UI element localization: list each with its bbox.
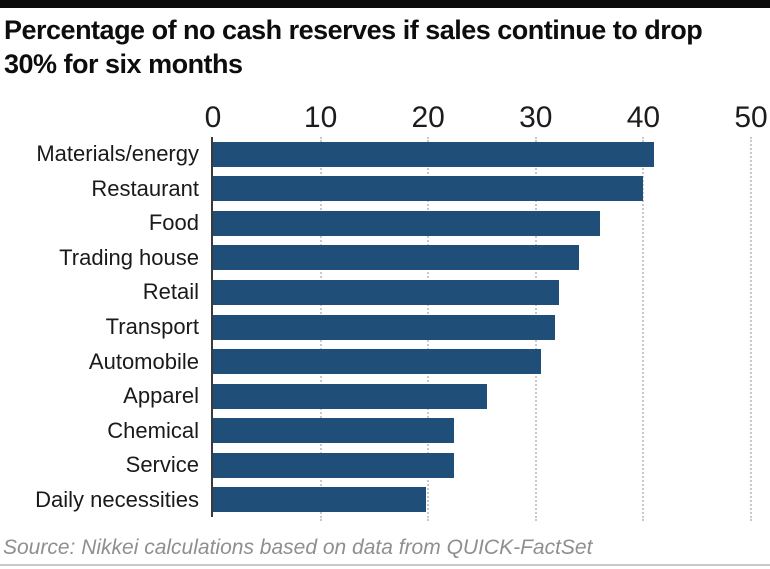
bar	[213, 383, 488, 409]
bar-row	[213, 172, 751, 207]
bar-rows	[213, 137, 751, 517]
category-label: Daily necessities	[35, 486, 199, 512]
x-axis-tick-label: 50	[734, 101, 768, 134]
chart-title: Percentage of no cash reserves if sales …	[4, 15, 703, 79]
category-label: Automobile	[88, 348, 199, 374]
gridline	[642, 137, 645, 521]
bar	[213, 245, 579, 271]
bar	[213, 210, 601, 236]
bar-row	[213, 448, 751, 483]
category-label: Food	[148, 210, 199, 236]
category-label: Apparel	[123, 383, 199, 409]
bar	[213, 487, 427, 513]
bar-row	[213, 137, 751, 172]
bar-row	[213, 344, 751, 379]
gridline	[750, 137, 752, 521]
x-axis: 0 10 20 30 40 50	[205, 101, 768, 134]
bar-row	[213, 241, 751, 276]
bar	[213, 418, 455, 444]
category-labels: Materials/energy Restaurant Food Trading ho…	[0, 137, 199, 517]
source-note: Source: Nikkei calculations based on dat…	[3, 536, 593, 559]
bar-row	[213, 310, 751, 345]
category-label: Chemical	[107, 417, 199, 443]
bar	[213, 314, 556, 340]
category-label: Transport	[105, 314, 199, 339]
bar-row	[213, 206, 751, 241]
bottom-divider	[0, 564, 770, 566]
bar	[213, 452, 455, 478]
x-axis-tick-label: 10	[303, 101, 338, 134]
category-label: Service	[125, 452, 199, 478]
category-label: Materials/energy	[36, 141, 199, 167]
x-axis-tick-label: 30	[519, 101, 553, 134]
bar-row	[213, 379, 751, 414]
category-label: Trading house	[59, 244, 199, 270]
x-axis-tick-label: 20	[411, 101, 445, 134]
bar	[213, 349, 542, 375]
top-accent-bar	[0, 0, 770, 8]
bar-row	[213, 413, 751, 448]
bar-row	[213, 275, 751, 310]
category-label: Restaurant	[91, 175, 199, 201]
bar	[213, 141, 655, 167]
x-axis-tick-label: 0	[204, 101, 222, 134]
x-axis-tick-label: 40	[626, 101, 661, 134]
bar	[213, 279, 560, 305]
bar	[213, 176, 644, 202]
category-label: Retail	[142, 279, 199, 305]
bar-row	[213, 482, 751, 517]
plot-area	[211, 137, 752, 521]
